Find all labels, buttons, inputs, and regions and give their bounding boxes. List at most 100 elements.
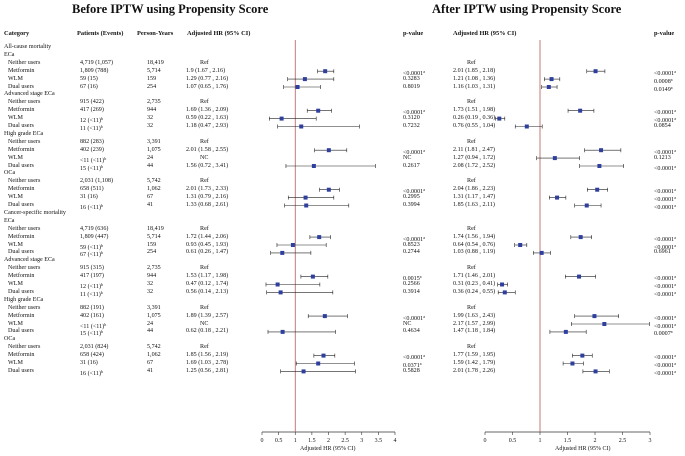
- pvalue-after-cell: <0.0001a: [654, 353, 676, 362]
- after-hr-marker: [552, 156, 557, 161]
- row-label: Neither users: [8, 225, 41, 232]
- footnote-marker: a: [674, 163, 676, 169]
- after-hr-marker: [524, 124, 529, 129]
- pvalue-after-cell: <0.0001a: [654, 242, 676, 251]
- patients-cell: 417 (269): [80, 107, 104, 114]
- person-years-cell: 5,742: [147, 178, 161, 185]
- before-hr-marker: [290, 243, 295, 247]
- before-hr-marker: [279, 116, 284, 121]
- hr-before-cell: Ref: [200, 178, 209, 185]
- before-hr-marker: [278, 290, 283, 295]
- hr-after-cell: Ref: [467, 138, 476, 145]
- hr-before-cell: 1.89 (1.39 , 2.57): [186, 312, 229, 319]
- before-hr-marker: [280, 250, 285, 255]
- patients-cell: 417 (197): [80, 273, 104, 280]
- axis-label-before: Adjusted HR (95% CI): [300, 446, 356, 452]
- before-tick-label: 2.5: [341, 438, 349, 444]
- before-hr-marker: [275, 282, 280, 287]
- footnote-marker: a: [674, 195, 676, 201]
- before-tick-label: 4: [394, 438, 397, 444]
- after-hr-marker: [500, 282, 505, 287]
- row-label: Dual users: [8, 367, 34, 374]
- after-hr-marker: [518, 243, 523, 247]
- row-label: WLM: [8, 320, 23, 327]
- hr-before-cell: 0.47 (0.12 , 1.74): [186, 281, 229, 287]
- pvalue-before-cell: <0.0001a: [403, 234, 425, 243]
- axis-label-after: Adjusted HR (95% CI): [555, 446, 611, 452]
- footnote-marker: b: [100, 282, 103, 287]
- footnote-marker: b: [104, 321, 107, 327]
- row-label: Dual users: [8, 162, 34, 169]
- hr-before-cell: 1.69 (1.03 , 2.78): [186, 360, 229, 366]
- pvalue-before-cell: 0.2617: [403, 162, 420, 169]
- patients-cell: 16 (<11)b: [80, 203, 103, 211]
- after-hr-marker: [593, 69, 598, 74]
- row-label: WLM: [8, 154, 23, 161]
- row-label: Metformin: [8, 233, 35, 240]
- row-label: Dual users: [8, 249, 34, 256]
- footnote-marker: b: [100, 116, 103, 122]
- row-label: Neither users: [8, 178, 41, 185]
- footnote-marker: a: [674, 116, 676, 122]
- after-hr-marker: [570, 361, 575, 366]
- hr-after-cell: 0.76 (0.55 , 1.04): [453, 123, 496, 129]
- hr-after-cell: 1.99 (1.63 , 2.43): [453, 312, 496, 319]
- footnote-marker: a: [423, 353, 425, 359]
- hr-before-cell: Ref: [200, 265, 209, 272]
- pvalue-before-cell: <0.0001a: [403, 313, 425, 322]
- after-hr-marker: [563, 329, 568, 334]
- footnote-marker: a: [670, 76, 673, 82]
- pvalue-before-cell: 0.4634: [403, 328, 420, 335]
- hr-before-cell: 1.72 (1.44 , 2.06): [186, 233, 229, 240]
- before-tick-label: 0.5: [275, 438, 283, 444]
- before-hr-marker: [322, 314, 327, 319]
- person-years-cell: 41: [147, 202, 154, 208]
- row-label: Metformin: [8, 107, 35, 114]
- before-hr-marker: [321, 353, 326, 358]
- person-years-cell: 5,714: [147, 233, 161, 240]
- hr-before-cell: 1.33 (0.68 , 2.61): [186, 202, 229, 208]
- footnote-marker: a: [674, 321, 676, 327]
- hr-before-cell: Ref: [200, 99, 209, 106]
- after-hr-marker: [580, 353, 585, 358]
- after-hr-marker: [546, 85, 551, 89]
- footnote-marker: b: [100, 242, 103, 248]
- hr-before-cell: Ref: [200, 344, 209, 351]
- before-hr-marker: [302, 77, 307, 82]
- pvalue-after-cell: <0.0001a: [654, 108, 676, 117]
- group-label: High grade ECa: [4, 130, 44, 137]
- after-tick-label: 3: [649, 438, 652, 444]
- patients-cell: 658 (424): [80, 352, 104, 359]
- patients-cell: 11 (<11)b: [80, 124, 103, 132]
- pvalue-after-cell: <0.0001a: [654, 195, 676, 204]
- pvalue-before-cell: 0.7232: [403, 123, 420, 129]
- footnote-marker: a: [674, 108, 676, 114]
- hr-after-cell: 2.01 (1.78 , 2.26): [453, 367, 496, 374]
- hr-after-cell: 2.17 (1.57 , 2.99): [453, 320, 496, 327]
- pvalue-after-cell: <0.0001a: [654, 147, 676, 156]
- after-tick-label: 2.5: [619, 438, 627, 444]
- pvalue-before-cell: <0.0001a: [403, 68, 425, 77]
- person-years-cell: 1,062: [147, 352, 161, 359]
- hr-before-cell: 1.31 (0.79 , 2.16): [186, 194, 229, 201]
- footnote-marker: b: [100, 250, 103, 256]
- row-label: WLM: [8, 115, 23, 122]
- patients-cell: 2,031 (1,108): [80, 178, 114, 185]
- pvalue-after-cell: <0.0001a: [654, 203, 676, 211]
- pvalue-after-cell: 0.0149a: [654, 84, 673, 93]
- before-tick-label: 1: [294, 438, 297, 444]
- before-tick-label: 2: [327, 438, 330, 444]
- group-label: Advanced stage ECa: [4, 257, 55, 264]
- person-years-cell: 44: [147, 328, 154, 335]
- pvalue-before-cell: 0.3120: [403, 115, 420, 122]
- patients-cell: 4,719 (636): [80, 225, 109, 232]
- person-years-cell: 32: [147, 115, 154, 122]
- footnote-marker: a: [674, 242, 676, 248]
- hr-before-cell: Ref: [200, 304, 209, 311]
- patients-cell: 15 (<11)b: [80, 163, 103, 172]
- patients-cell: 15 (<11)b: [80, 329, 103, 338]
- row-label: WLM: [8, 194, 23, 201]
- footnote-marker: a: [674, 313, 676, 319]
- row-label: Metformin: [8, 67, 35, 74]
- patients-cell: 1,809 (788): [80, 67, 109, 74]
